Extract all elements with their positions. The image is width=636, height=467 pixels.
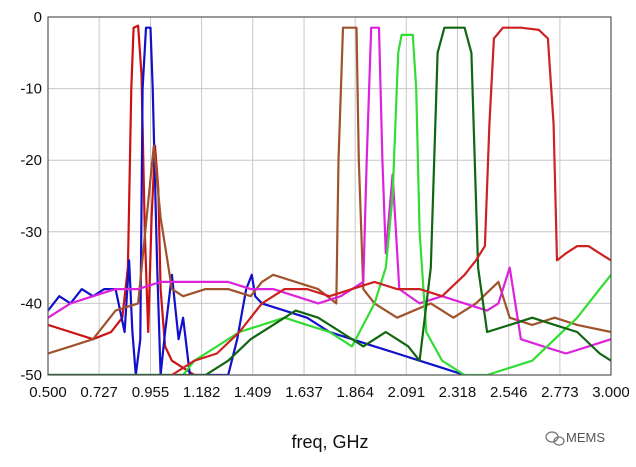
x-tick-label: 0.955 <box>132 384 170 401</box>
x-tick-label: 0.727 <box>80 384 118 401</box>
watermark: MEMS <box>545 430 605 446</box>
y-tick-label: -20 <box>20 152 42 169</box>
y-tick-label: -30 <box>20 224 42 241</box>
y-tick-label: -50 <box>20 367 42 384</box>
x-tick-label: 2.091 <box>388 384 426 401</box>
y-tick-label: -10 <box>20 81 42 98</box>
series-line-6 <box>48 26 611 375</box>
y-tick-label: 0 <box>34 9 42 26</box>
series-line-4 <box>48 26 611 355</box>
x-tick-label: 1.864 <box>336 384 374 401</box>
x-tick-label: 2.318 <box>439 384 477 401</box>
x-tick-label: 1.637 <box>285 384 323 401</box>
x-tick-label: 0.500 <box>29 384 67 401</box>
curves <box>48 24 611 375</box>
x-tick-label: 2.773 <box>541 384 579 401</box>
y-axis: 0 -10 -20 -30 -40 -50 <box>20 9 42 384</box>
series-line-7 <box>170 26 611 375</box>
series-line-3 <box>48 26 611 355</box>
x-tick-label: 3.000 <box>592 384 630 401</box>
x-tick-label: 1.409 <box>234 384 272 401</box>
x-axis: 0.500 0.727 0.955 1.182 1.409 1.637 1.864 2.091… <box>29 384 630 401</box>
watermark-text: MEMS <box>566 430 605 445</box>
plot-frame <box>47 16 612 376</box>
y-tick-label: -40 <box>20 295 42 312</box>
x-axis-label: freq, GHz <box>291 432 368 452</box>
series-line-5 <box>48 33 611 375</box>
series-line-2 <box>48 26 466 375</box>
x-tick-label: 2.546 <box>490 384 528 401</box>
wechat-icon <box>545 431 565 446</box>
x-tick-label: 1.182 <box>183 384 221 401</box>
